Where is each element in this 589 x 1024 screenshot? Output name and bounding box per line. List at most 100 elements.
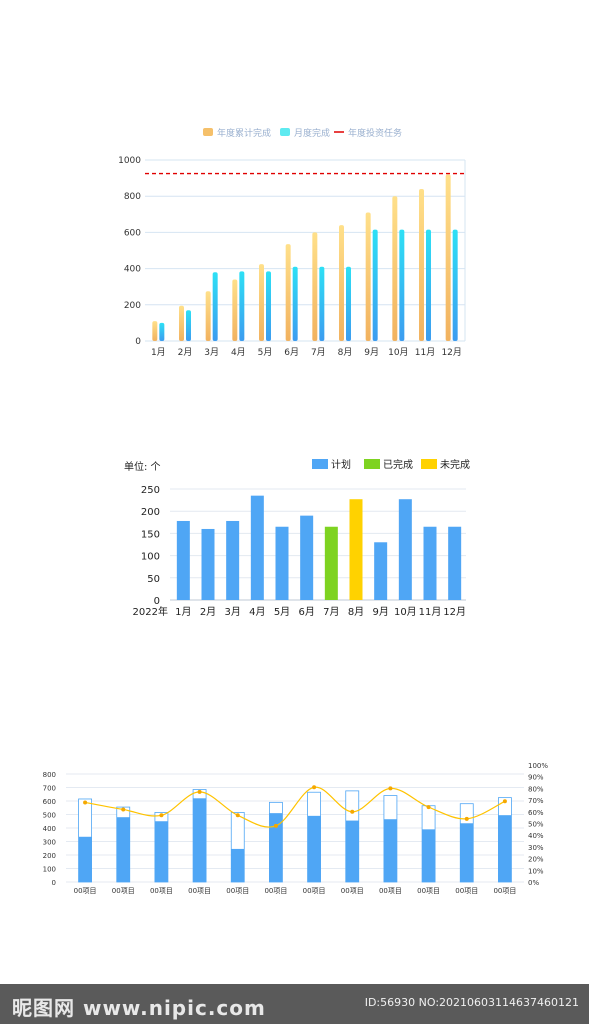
x-tick-label: 00项目	[303, 887, 326, 895]
bar-filled	[307, 815, 321, 882]
x-tick-label: 11月	[415, 347, 435, 358]
legend-swatch-cumulative	[203, 128, 213, 136]
y-tick-label: 250	[141, 485, 160, 496]
bar-cumulative	[392, 196, 398, 341]
rate-point	[388, 786, 393, 791]
rate-point	[350, 809, 355, 814]
bar	[398, 499, 412, 600]
bar-monthly	[239, 271, 245, 341]
bar-monthly	[426, 229, 431, 341]
x-tick-label: 1月	[151, 347, 166, 358]
bar	[226, 520, 240, 600]
bar-cumulative	[312, 232, 318, 341]
bar	[250, 495, 264, 600]
x-tick-label: 5月	[274, 606, 290, 618]
y-right-tick-label: 50%	[528, 821, 544, 829]
x-tick-label: 12月	[441, 347, 461, 358]
y-tick-label: 0	[154, 596, 160, 607]
x-tick-label: 6月	[298, 606, 314, 618]
rate-point	[502, 799, 507, 804]
unit-label: 单位: 个	[124, 460, 161, 473]
x-tick-label: 12月	[443, 606, 466, 618]
x-tick-label: 5月	[258, 347, 273, 358]
x-prefix-label: 2022年	[133, 605, 168, 618]
bar-monthly	[319, 266, 325, 341]
x-tick-label: 10月	[388, 347, 408, 358]
y-right-tick-label: 0%	[528, 879, 539, 887]
y-tick-label: 400	[124, 265, 141, 275]
legend-swatch	[312, 459, 328, 469]
x-tick-label: 00项目	[417, 887, 440, 895]
bar	[374, 542, 388, 600]
legend-swatch	[364, 459, 380, 469]
bar-filled	[345, 820, 359, 882]
rate-point	[426, 805, 431, 810]
x-tick-label: 6月	[284, 347, 299, 358]
rate-point	[121, 807, 126, 812]
rate-point	[464, 816, 469, 821]
bar-monthly	[372, 229, 378, 341]
rate-line	[84, 786, 506, 828]
y-tick-label: 50	[147, 574, 160, 585]
bar-filled	[116, 817, 130, 882]
y-right-tick-label: 30%	[528, 844, 544, 852]
bar-monthly	[292, 266, 298, 341]
y-left-tick-label: 700	[43, 785, 56, 793]
chart-monthly-plan: 单位: 个 计划 已完成 未完成 0 50 100 150 200 250 2022年 1月 2月 3月 4…	[124, 458, 470, 618]
y-right-tick-label: 80%	[528, 785, 544, 793]
chart-project-combo: 0 100 200 300 400 500 600 700 800 0% 10% 20% 30% 40% 5…	[43, 762, 549, 895]
rate-point	[235, 813, 240, 818]
x-tick-label: 1月	[175, 606, 191, 618]
y-tick-label: 800	[124, 192, 141, 202]
y-tick-label: 200	[124, 301, 141, 311]
x-tick-label: 00项目	[493, 887, 516, 895]
x-tick-label: 00项目	[379, 887, 402, 895]
x-tick-label: 00项目	[264, 887, 287, 895]
rate-point	[83, 800, 88, 805]
bar-monthly	[186, 310, 191, 341]
rate-point	[197, 789, 202, 794]
watermark-logo-text: 昵图网 www.nipic.com	[12, 996, 266, 1020]
x-tick-label: 3月	[204, 347, 219, 358]
bar-filled	[383, 819, 397, 882]
x-tick-label: 10月	[394, 606, 417, 618]
bar	[324, 526, 338, 600]
bar-cumulative	[232, 279, 238, 341]
y-left-tick-label: 600	[43, 798, 56, 806]
x-tick-label: 4月	[249, 606, 265, 618]
x-tick-label: 00项目	[455, 887, 478, 895]
x-tick-label: 2月	[200, 606, 216, 618]
y-tick-label: 1000	[118, 156, 141, 166]
bar-cumulative	[205, 291, 211, 341]
y-right-tick-label: 100%	[528, 762, 548, 770]
rate-point	[159, 813, 164, 818]
y-right-tick-label: 60%	[528, 809, 544, 817]
bar	[423, 526, 437, 600]
y-left-tick-label: 100	[43, 866, 56, 874]
watermark-bar: 昵图网 www.nipic.com ID:56930 NO:2021060311…	[0, 984, 589, 1024]
y-tick-label: 200	[141, 507, 160, 518]
bar	[300, 515, 314, 600]
bar-filled	[231, 848, 245, 882]
bar-cumulative	[445, 174, 451, 341]
legend-label: 已完成	[383, 458, 413, 471]
y-left-tick-label: 0	[52, 879, 56, 887]
y-left-tick-label: 800	[43, 771, 56, 779]
y-tick-label: 600	[124, 228, 141, 238]
bar-filled	[498, 815, 512, 882]
x-tick-label: 00项目	[150, 887, 173, 895]
y-right-tick-label: 90%	[528, 774, 544, 782]
y-right-tick-label: 10%	[528, 867, 544, 875]
x-tick-label: 9月	[364, 347, 379, 358]
bar-cumulative	[419, 188, 424, 341]
bar-cumulative	[152, 321, 158, 341]
bar-cumulative	[259, 264, 264, 341]
bar	[201, 528, 215, 600]
bar-cumulative	[365, 212, 371, 341]
y-right-tick-label: 20%	[528, 856, 544, 864]
x-tick-label: 8月	[348, 606, 364, 618]
legend-label-cumulative: 年度累计完成	[217, 127, 271, 139]
legend-label: 未完成	[440, 458, 470, 471]
bar-monthly	[266, 271, 271, 341]
legend-label-target: 年度投资任务	[348, 127, 402, 139]
